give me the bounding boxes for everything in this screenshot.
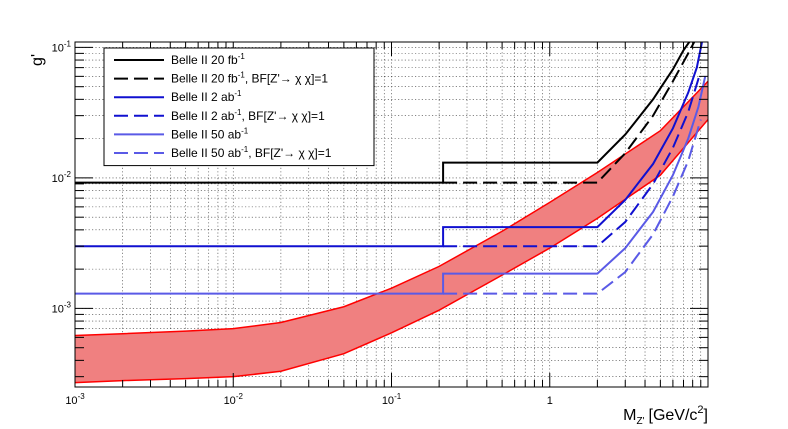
- x-axis-unit: [GeV/c: [649, 407, 698, 424]
- series-line-3: [75, 42, 704, 248]
- legend-label: Belle II 20 fb-1, BF[Z'→ χ χ]=1: [171, 71, 328, 86]
- series-layer: [75, 42, 707, 295]
- series-line-5: [75, 76, 707, 295]
- legend-label: Belle II 2 ab-1: [171, 89, 242, 104]
- legend-label: Belle II 50 ab-1: [171, 126, 249, 141]
- y-tick-label: 10-1: [52, 39, 72, 54]
- legend: Belle II 20 fb-1 Belle II 20 fb-1, BF[Z'→…: [103, 47, 375, 167]
- x-axis-unit-end: ]: [704, 407, 708, 424]
- series-line-1: [75, 42, 691, 184]
- band-layer: [74, 80, 709, 384]
- x-axis-title: MZ' [GeV/c2]: [623, 404, 708, 427]
- x-axis-symbol: M: [623, 407, 636, 424]
- theory-band: [75, 81, 708, 383]
- legend-box: [103, 47, 375, 167]
- x-tick-label: 10-1: [382, 392, 402, 407]
- x-axis-unit-superscript: 2: [697, 404, 703, 416]
- x-tick-label: 1: [547, 395, 553, 407]
- y-tick-label: 10-3: [52, 300, 72, 315]
- theory-band-upper-edge: [74, 80, 709, 337]
- legend-label: Belle II 20 fb-1: [171, 52, 245, 67]
- y-axis-title: g': [29, 54, 46, 66]
- x-axis-subscript: Z': [636, 416, 644, 427]
- x-tick-label: 10-3: [65, 392, 85, 407]
- legend-label: Belle II 50 ab-1, BF[Z'→ χ χ]=1: [171, 145, 332, 160]
- series-line-2: [443, 42, 696, 184]
- legend-label: Belle II 2 ab-1, BF[Z'→ χ χ]=1: [171, 108, 325, 123]
- axis-ticks: 10-3 10-2 10-1 1 10-3 10-2 10-1: [52, 39, 708, 407]
- y-tick-label: 10-2: [52, 170, 72, 185]
- x-tick-label: 10-2: [224, 392, 244, 407]
- theory-band-lower-edge: [74, 119, 709, 384]
